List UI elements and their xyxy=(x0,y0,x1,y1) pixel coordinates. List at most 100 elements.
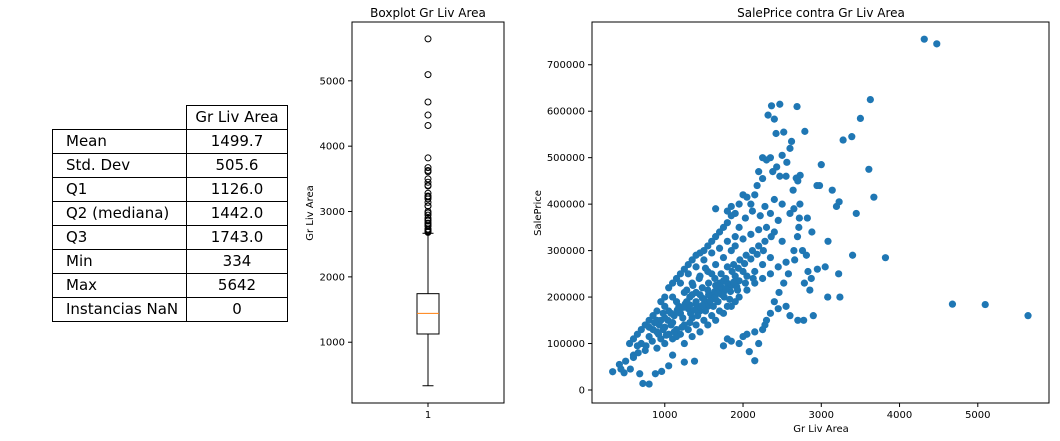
scatter-point xyxy=(793,102,801,111)
scatter-point xyxy=(741,279,749,287)
scatter-point xyxy=(719,309,728,317)
scatter-point xyxy=(759,247,767,255)
scatter-point xyxy=(641,346,649,355)
scatter-point xyxy=(766,309,775,317)
scatter-point xyxy=(776,100,784,108)
scatter-point xyxy=(948,300,957,308)
scatter-point xyxy=(832,202,841,211)
scatter-point xyxy=(755,242,763,250)
stats-row: Q2 (mediana) 1442.0 xyxy=(52,201,288,226)
scatter-y-tick-label: 700000 xyxy=(547,60,585,71)
scatter-point xyxy=(636,370,644,378)
stats-row: Q1 1126.0 xyxy=(52,177,288,202)
scatter-point xyxy=(715,244,724,252)
scatter-point xyxy=(665,284,673,292)
scatter-panel: SalePrice contra Gr Liv Area 0 100000 2000… xyxy=(533,6,1050,435)
scatter-point xyxy=(772,129,780,138)
scatter-point xyxy=(824,293,832,301)
scatter-point xyxy=(688,291,696,299)
stats-row-value: 5642 xyxy=(186,273,288,298)
scatter-point xyxy=(780,128,788,136)
scatter-point xyxy=(719,253,728,262)
boxplot-outlier xyxy=(424,209,432,217)
scatter-points xyxy=(609,35,1032,388)
scatter-point xyxy=(778,151,786,159)
scatter-point xyxy=(683,298,691,306)
scatter-point xyxy=(755,339,763,348)
scatter-point xyxy=(804,267,812,276)
scatter-x-tick-label: 4000 xyxy=(887,410,912,421)
scatter-point xyxy=(704,279,713,287)
scatter-point xyxy=(686,319,694,327)
scatter-point xyxy=(723,335,731,343)
boxplot-outlier xyxy=(424,198,432,206)
scatter-point xyxy=(751,191,759,199)
scatter-x-tick-label: 3000 xyxy=(809,410,834,421)
scatter-point xyxy=(789,186,797,194)
stats-row-label: Instancias NaN xyxy=(52,297,187,322)
scatter-x-axis: 1000 2000 3000 4000 5000 xyxy=(652,403,991,421)
scatter-point xyxy=(758,154,767,162)
boxplot-x-tick-label: 1 xyxy=(425,410,431,421)
scatter-point xyxy=(751,328,759,336)
scatter-point xyxy=(747,230,755,238)
scatter-point xyxy=(800,279,808,287)
scatter-point xyxy=(695,274,703,283)
scatter-point xyxy=(690,357,699,365)
boxplot-y-tick-label: 5000 xyxy=(320,76,345,87)
scatter-point xyxy=(809,312,817,320)
scatter-point xyxy=(835,270,843,278)
scatter-point xyxy=(770,115,778,123)
scatter-point xyxy=(735,339,743,348)
scatter-point xyxy=(758,260,767,269)
boxplot-outlier xyxy=(424,193,432,201)
scatter-point xyxy=(758,325,767,334)
stats-row-value: 1442.0 xyxy=(186,201,288,226)
scatter-point xyxy=(723,237,731,245)
scatter-point xyxy=(870,193,878,201)
stats-row: Instancias NaN 0 xyxy=(52,297,288,322)
boxplot-outlier xyxy=(424,122,432,130)
boxplot-y-tick-label: 3000 xyxy=(320,207,345,218)
scatter-y-axis: 0 100000 200000 300000 400000 500000 600000 700… xyxy=(547,60,592,396)
scatter-point xyxy=(758,174,767,183)
scatter-point xyxy=(782,172,790,180)
scatter-point xyxy=(678,323,686,331)
scatter-point xyxy=(659,309,667,317)
scatter-point xyxy=(780,279,788,287)
scatter-point xyxy=(719,342,728,350)
boxplot-outlier xyxy=(424,168,432,176)
scatter-point xyxy=(762,316,771,324)
scatter-point xyxy=(782,258,790,266)
scatter-point xyxy=(778,200,786,208)
scatter-point xyxy=(645,323,653,331)
scatter-point xyxy=(753,181,761,190)
scatter-point xyxy=(745,348,753,356)
scatter-point xyxy=(794,316,802,324)
scatter-point xyxy=(626,365,634,373)
scatter-point xyxy=(712,205,720,213)
stats-row: Std. Dev 505.6 xyxy=(52,153,288,178)
scatter-point xyxy=(793,233,802,241)
scatter-point xyxy=(696,328,704,336)
scatter-point xyxy=(639,379,647,388)
scatter-point xyxy=(865,165,873,173)
scatter-point xyxy=(807,274,815,283)
scatter-point xyxy=(761,237,769,245)
scatter-point xyxy=(828,186,836,194)
scatter-point xyxy=(747,200,755,208)
stats-row-label: Q2 (mediana) xyxy=(52,201,187,226)
scatter-point xyxy=(798,247,807,255)
scatter-point xyxy=(694,312,702,320)
scatter-point xyxy=(683,286,691,294)
boxplot-y-tick-label: 4000 xyxy=(320,142,345,153)
scatter-point xyxy=(796,200,804,208)
scatter-point xyxy=(651,319,659,327)
scatter-point xyxy=(770,195,778,204)
scatter-point xyxy=(848,251,857,259)
scatter-point xyxy=(758,274,767,283)
boxplot-outlier xyxy=(424,111,432,119)
scatter-point xyxy=(735,293,743,301)
boxplot-y-label: Gr Liv Area xyxy=(305,185,316,241)
